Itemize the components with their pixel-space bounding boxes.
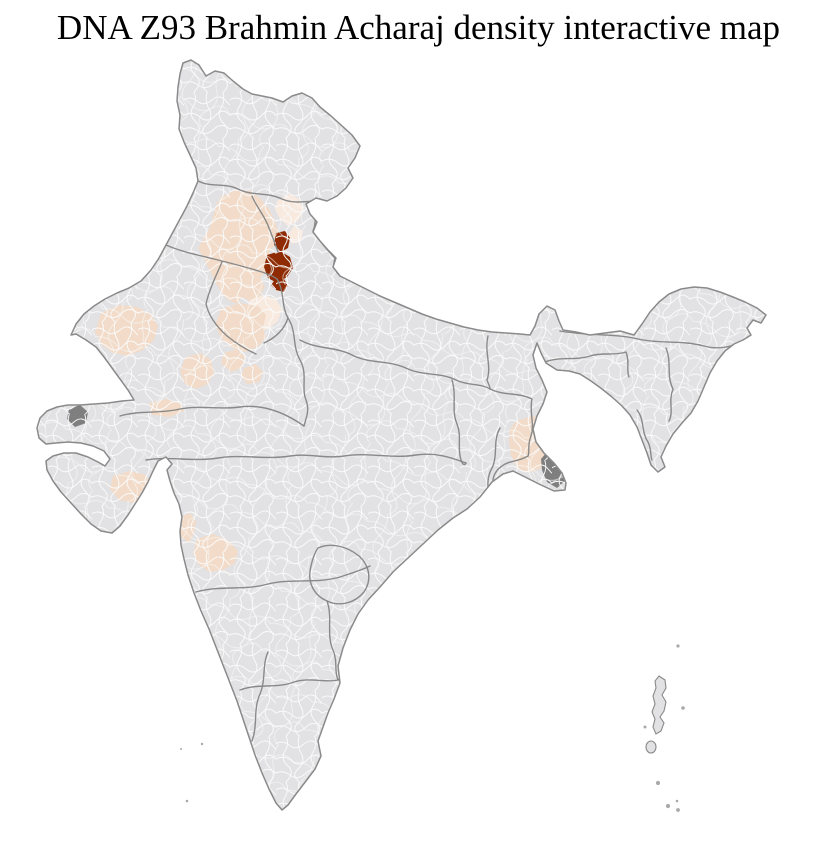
district-strip-odisha-coast[interactable] [486, 499, 505, 511]
district-boundaries-mesh [37, 60, 766, 810]
lakshadweep-islands[interactable] [180, 742, 204, 803]
state-boundaries [119, 180, 741, 742]
page-title: DNA Z93 Brahmin Acharaj density interact… [56, 8, 781, 47]
andaman-nicobar-islands[interactable] [643, 644, 685, 812]
